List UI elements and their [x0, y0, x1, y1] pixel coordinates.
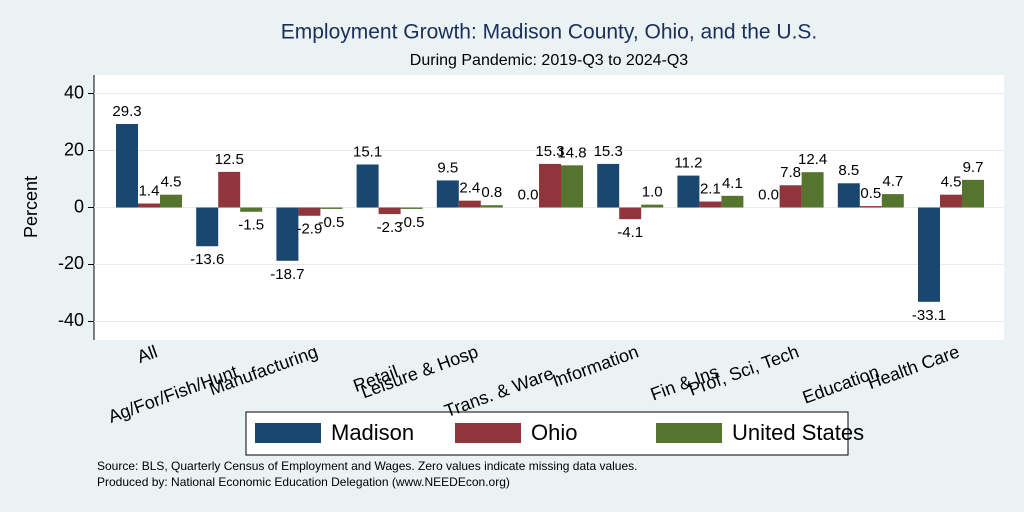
bar [619, 207, 642, 220]
value-label: 2.1 [700, 180, 721, 197]
value-label: 1.4 [139, 182, 160, 199]
bar [721, 195, 744, 208]
value-label: -1.5 [238, 217, 264, 234]
value-label: 12.5 [215, 151, 244, 168]
bar [539, 163, 561, 208]
bar [436, 180, 459, 208]
y-tick-label: 40 [64, 82, 84, 102]
bar [677, 175, 700, 208]
bar [837, 183, 860, 208]
chart-subtitle: During Pandemic: 2019-Q3 to 2024-Q3 [410, 52, 688, 69]
bar [298, 207, 321, 216]
value-label: 15.3 [594, 143, 623, 160]
chart-title: Employment Growth: Madison County, Ohio,… [281, 21, 818, 44]
value-label: 4.7 [882, 173, 903, 190]
y-tick-label: 0 [74, 196, 84, 216]
bar [918, 207, 940, 302]
value-label: -33.1 [912, 307, 946, 324]
legend-label: Ohio [531, 420, 577, 445]
bar [962, 179, 984, 208]
value-label: 11.2 [674, 155, 702, 172]
value-label: -2.3 [377, 219, 403, 236]
value-label: 0.8 [481, 184, 502, 201]
value-label: 9.7 [963, 159, 984, 176]
bar [160, 194, 182, 208]
y-tick-label: -20 [58, 253, 84, 273]
bar [641, 204, 664, 208]
value-label: -0.5 [318, 214, 344, 231]
value-label: 0.5 [860, 185, 881, 202]
bar [276, 207, 299, 261]
y-tick-label: 20 [64, 139, 84, 159]
y-tick-label: -40 [58, 310, 84, 330]
value-label: 14.8 [557, 144, 586, 161]
value-label: 0.0 [758, 186, 779, 203]
value-label: -13.6 [190, 251, 224, 268]
bar [320, 207, 343, 209]
bar [940, 194, 962, 208]
value-label: 15.1 [353, 143, 382, 160]
bar [356, 164, 379, 208]
value-label: 12.4 [798, 151, 827, 168]
note: Source: BLS, Quarterly Census of Employm… [97, 459, 637, 473]
value-label: 4.5 [941, 174, 962, 191]
value-label: 7.8 [780, 164, 801, 181]
bar [240, 207, 263, 212]
y-axis-label: Percent [21, 176, 41, 238]
bar [801, 172, 824, 208]
legend-swatch [255, 423, 321, 443]
value-label: 1.0 [642, 184, 663, 201]
value-label: 9.5 [437, 159, 458, 176]
bar [480, 205, 503, 208]
value-label: -2.9 [296, 221, 322, 238]
bar [458, 200, 481, 208]
value-label: 15.3 [535, 143, 564, 160]
bar [881, 194, 904, 208]
legend-label: United States [732, 420, 864, 445]
bar [116, 124, 138, 208]
value-label: 2.4 [459, 180, 480, 197]
legend-swatch [656, 423, 722, 443]
value-label: -0.5 [399, 214, 425, 231]
legend-swatch [455, 423, 521, 443]
legend [245, 411, 849, 456]
note: Produced by: National Economic Education… [97, 475, 510, 489]
bar [378, 207, 401, 215]
value-label: 8.5 [838, 162, 859, 179]
bar [138, 203, 160, 208]
bar [196, 207, 219, 247]
bar [400, 207, 423, 209]
value-label: -4.1 [617, 224, 643, 241]
legend-label: Madison [331, 420, 414, 445]
value-label: 4.1 [722, 175, 743, 192]
value-label: 0.0 [518, 186, 539, 203]
bar [597, 163, 620, 208]
bar [779, 185, 802, 208]
bar [561, 165, 583, 208]
value-label: -18.7 [270, 266, 304, 283]
value-label: 29.3 [112, 103, 141, 120]
bar [218, 171, 241, 208]
value-label: 4.5 [161, 174, 182, 191]
bar [859, 206, 882, 208]
bar [699, 201, 722, 208]
